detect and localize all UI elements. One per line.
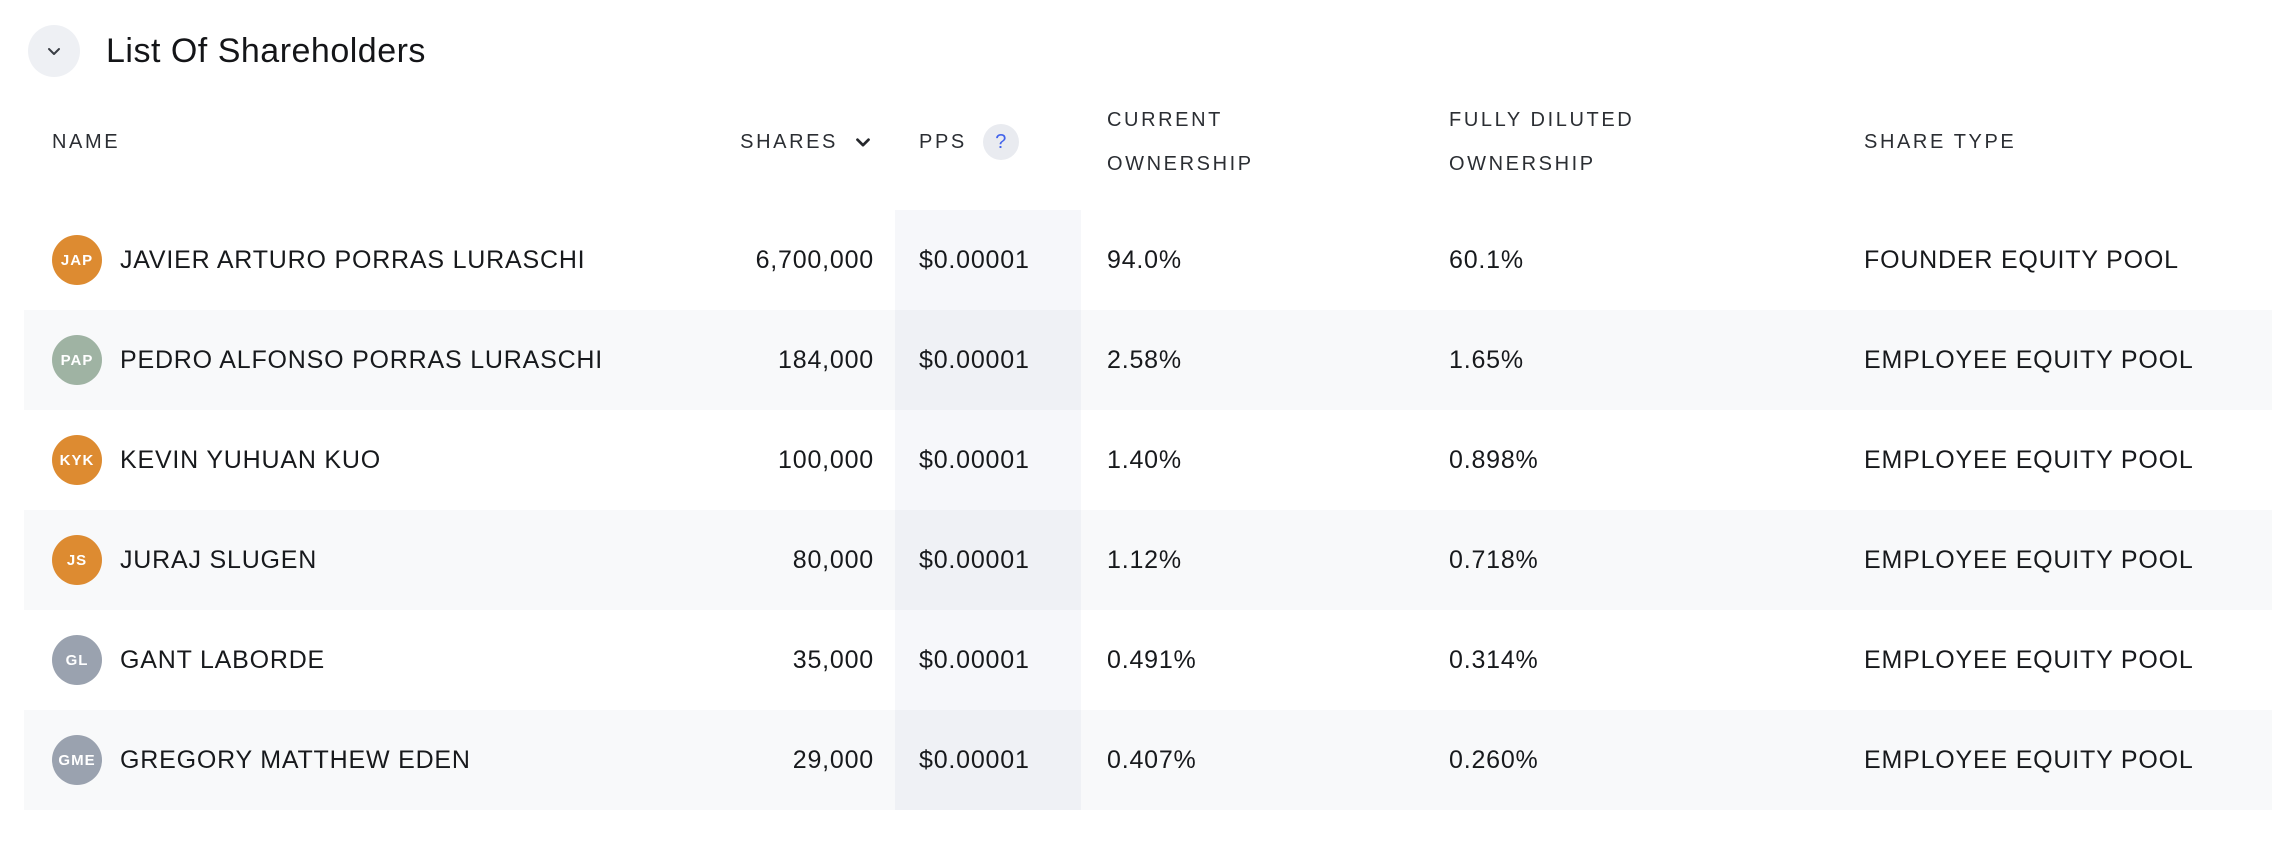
shareholders-table: NAME SHARES PPS ? CURRENT OWNERSHIP FULL… (24, 98, 2272, 810)
avatar: GME (52, 735, 102, 785)
section-header: List Of Shareholders (28, 24, 2296, 78)
table-row[interactable]: GME GREGORY MATTHEW EDEN 29,000 $0.00001… (24, 710, 2272, 810)
share-type-value: EMPLOYEE EQUITY POOL (1864, 345, 2194, 374)
fully-diluted-ownership-value: 60.1% (1449, 245, 1524, 274)
share-type-value: EMPLOYEE EQUITY POOL (1864, 745, 2194, 774)
shares-value: 184,000 (778, 345, 874, 374)
share-type-value: EMPLOYEE EQUITY POOL (1864, 645, 2194, 674)
sort-chevron-down-icon (852, 131, 874, 153)
table-row[interactable]: KYK KEVIN YUHUAN KUO 100,000 $0.00001 1.… (24, 410, 2272, 510)
header-shares-label: SHARES (740, 131, 838, 153)
header-name: NAME (52, 131, 121, 153)
shareholder-name: JAVIER ARTURO PORRAS LURASCHI (120, 245, 586, 274)
current-ownership-value: 94.0% (1107, 245, 1182, 274)
share-type-value: EMPLOYEE EQUITY POOL (1864, 545, 2194, 574)
current-ownership-value: 1.12% (1107, 545, 1182, 574)
fully-diluted-ownership-value: 0.718% (1449, 545, 1539, 574)
pps-value: $0.00001 (919, 745, 1030, 774)
fully-diluted-ownership-value: 1.65% (1449, 345, 1524, 374)
table-header-row: NAME SHARES PPS ? CURRENT OWNERSHIP FULL… (24, 98, 2272, 186)
fully-diluted-ownership-value: 0.314% (1449, 645, 1539, 674)
header-share-type: SHARE TYPE (1864, 131, 2017, 153)
avatar: PAP (52, 335, 102, 385)
current-ownership-value: 2.58% (1107, 345, 1182, 374)
avatar: KYK (52, 435, 102, 485)
shares-value: 80,000 (792, 545, 874, 574)
current-ownership-value: 1.40% (1107, 445, 1182, 474)
chevron-down-icon (42, 39, 66, 63)
page-title: List Of Shareholders (106, 31, 426, 70)
fully-diluted-ownership-value: 0.898% (1449, 445, 1539, 474)
shareholder-name: JURAJ SLUGEN (120, 545, 318, 574)
shareholder-name: GANT LABORDE (120, 645, 326, 674)
fully-diluted-ownership-value: 0.260% (1449, 745, 1539, 774)
table-row[interactable]: PAP PEDRO ALFONSO PORRAS LURASCHI 184,00… (24, 310, 2272, 410)
pps-value: $0.00001 (919, 345, 1030, 374)
table-row[interactable]: JAP JAVIER ARTURO PORRAS LURASCHI 6,700,… (24, 210, 2272, 310)
table-row[interactable]: JS JURAJ SLUGEN 80,000 $0.00001 1.12% 0.… (24, 510, 2272, 610)
avatar: JS (52, 535, 102, 585)
table-row[interactable]: GL GANT LABORDE 35,000 $0.00001 0.491% 0… (24, 610, 2272, 710)
current-ownership-value: 0.407% (1107, 745, 1197, 774)
shareholder-name: KEVIN YUHUAN KUO (120, 445, 382, 474)
header-shares-sort[interactable]: SHARES (634, 120, 874, 164)
pps-value: $0.00001 (919, 445, 1030, 474)
shares-value: 100,000 (778, 445, 874, 474)
shareholder-name: GREGORY MATTHEW EDEN (120, 745, 471, 774)
pps-value: $0.00001 (919, 245, 1030, 274)
shares-value: 6,700,000 (755, 245, 874, 274)
avatar: GL (52, 635, 102, 685)
shareholder-name: PEDRO ALFONSO PORRAS LURASCHI (120, 345, 604, 374)
shares-value: 29,000 (792, 745, 874, 774)
shares-value: 35,000 (792, 645, 874, 674)
header-current-ownership: CURRENT OWNERSHIP (1107, 109, 1254, 175)
pps-value: $0.00001 (919, 645, 1030, 674)
pps-value: $0.00001 (919, 545, 1030, 574)
header-pps: PPS (919, 131, 967, 153)
pps-help-icon[interactable]: ? (982, 124, 1019, 160)
avatar: JAP (52, 235, 102, 285)
share-type-value: FOUNDER EQUITY POOL (1864, 245, 2179, 274)
share-type-value: EMPLOYEE EQUITY POOL (1864, 445, 2194, 474)
collapse-section-button[interactable] (28, 25, 80, 77)
header-fully-diluted-ownership: FULLY DILUTED OWNERSHIP (1449, 109, 1635, 175)
current-ownership-value: 0.491% (1107, 645, 1197, 674)
